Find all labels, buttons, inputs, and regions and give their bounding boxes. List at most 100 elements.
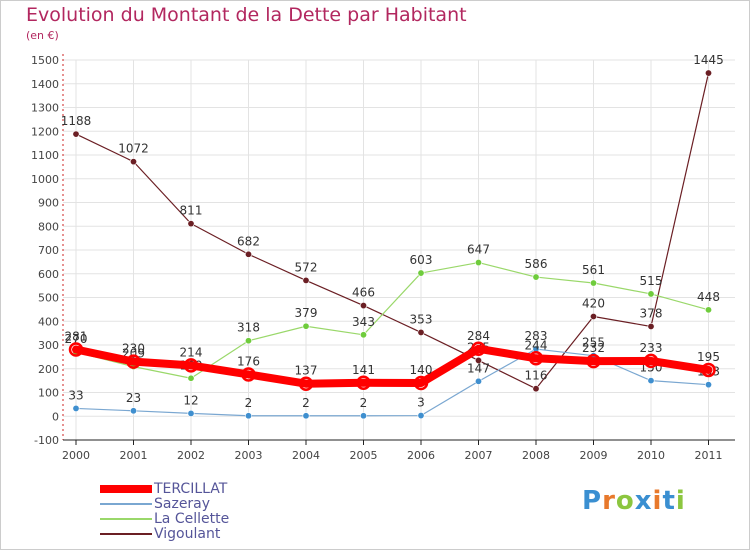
logo-letter: r	[602, 486, 616, 516]
data-label-la-cellette: 515	[640, 274, 663, 288]
data-label-vigoulant: 1188	[61, 114, 92, 128]
data-label-sazeray: 147	[467, 361, 490, 375]
data-point-tercillat	[183, 358, 199, 373]
data-point-la-cellette	[359, 331, 367, 339]
data-point-la-cellette	[474, 259, 482, 267]
y-tick-label: 1400	[31, 78, 59, 91]
data-point-vigoulant	[130, 158, 138, 166]
data-label-vigoulant: 811	[180, 204, 203, 218]
data-point-sazeray	[187, 409, 195, 417]
proxiti-logo: Proxiti	[582, 486, 686, 516]
x-tick-label: 2002	[177, 449, 205, 462]
x-tick-label: 2003	[235, 449, 263, 462]
data-point-vigoulant	[532, 385, 540, 393]
data-label-la-cellette: 448	[697, 290, 720, 304]
data-point-vigoulant	[359, 302, 367, 310]
data-label-tercillat: 214	[180, 345, 203, 359]
y-tick-label: -100	[34, 434, 59, 447]
x-tick-label: 2008	[522, 449, 550, 462]
y-tick-label: 100	[38, 387, 59, 400]
data-label-sazeray: 3	[417, 396, 425, 410]
data-point-vigoulant	[704, 69, 712, 77]
data-point-sazeray	[130, 407, 138, 415]
x-tick-label: 2001	[120, 449, 148, 462]
data-point-tercillat	[126, 354, 141, 369]
y-tick-label: 600	[38, 268, 59, 281]
data-point-la-cellette	[417, 269, 425, 277]
data-point-tercillat	[241, 367, 256, 382]
data-label-tercillat: 230	[122, 342, 145, 356]
data-point-sazeray	[72, 404, 80, 412]
data-label-vigoulant: 1072	[118, 142, 149, 156]
data-label-la-cellette: 379	[295, 306, 318, 320]
data-point-sazeray	[647, 377, 655, 385]
data-point-vigoulant	[72, 130, 80, 138]
chart-title: Evolution du Montant de la Dette par Hab…	[26, 4, 467, 26]
y-tick-label: 1100	[31, 149, 59, 162]
data-point-la-cellette	[704, 306, 712, 314]
x-tick-label: 2010	[637, 449, 665, 462]
logo-letter: t	[662, 486, 676, 516]
logo-letter: i	[652, 486, 663, 516]
y-tick-label: 400	[38, 315, 59, 328]
series-line-la-cellette	[75, 261, 710, 379]
y-tick-label: 300	[38, 339, 59, 352]
data-point-tercillat	[586, 353, 601, 369]
y-tick-label: 0	[52, 410, 59, 423]
series-line-vigoulant	[75, 72, 710, 390]
legend-swatch-tercillat	[100, 485, 152, 493]
x-tick-label: 2011	[695, 449, 723, 462]
data-label-vigoulant: 1445	[693, 53, 724, 67]
y-tick-label: 1000	[31, 173, 59, 186]
data-point-vigoulant	[589, 312, 597, 320]
data-point-sazeray	[417, 412, 425, 420]
logo-letter: o	[615, 486, 635, 516]
legend-swatch-sazeray	[100, 503, 152, 505]
data-point-vigoulant	[474, 356, 482, 364]
y-tick-label: 900	[38, 197, 59, 210]
data-point-sazeray	[302, 412, 310, 420]
data-label-la-cellette: 603	[410, 253, 433, 267]
legend-label-vigoulant: Vigoulant	[154, 526, 221, 542]
data-label-sazeray: 2	[360, 396, 368, 410]
data-label-sazeray: 33	[68, 388, 83, 402]
x-tick-label: 2009	[580, 449, 608, 462]
data-label-vigoulant: 572	[295, 260, 318, 274]
data-label-vigoulant: 378	[640, 306, 663, 320]
data-label-la-cellette: 270	[65, 332, 88, 346]
data-point-tercillat	[701, 362, 716, 378]
data-point-sazeray	[359, 412, 367, 420]
data-point-tercillat	[643, 353, 659, 369]
data-label-vigoulant: 420	[582, 297, 605, 311]
logo-letter: x	[634, 486, 653, 516]
data-label-la-cellette: 318	[237, 321, 260, 335]
data-label-sazeray: 255	[582, 336, 605, 350]
data-label-vigoulant: 353	[410, 312, 433, 326]
y-tick-label: 1500	[31, 54, 59, 67]
data-label-tercillat: 195	[697, 350, 720, 364]
data-point-la-cellette	[589, 279, 597, 287]
series-line-tercillat	[72, 344, 713, 388]
legend-swatch-la-cellette	[100, 518, 152, 520]
y-tick-label: 1200	[31, 125, 59, 138]
data-point-la-cellette	[302, 322, 310, 330]
data-label-tercillat: 233	[640, 341, 663, 355]
legend-label-la-cellette: La Cellette	[154, 511, 230, 527]
data-label-sazeray: 2	[245, 396, 253, 410]
data-label-tercillat: 140	[410, 363, 433, 377]
data-point-tercillat	[413, 375, 429, 391]
data-label-la-cellette: 343	[352, 315, 375, 329]
data-label-tercillat: 137	[295, 364, 318, 378]
data-label-la-cellette: 586	[525, 257, 548, 271]
data-label-vigoulant: 682	[237, 234, 260, 248]
x-tick-label: 2007	[465, 449, 493, 462]
x-tick-label: 2000	[62, 449, 90, 462]
data-point-tercillat	[528, 351, 544, 366]
data-label-tercillat: 244	[525, 338, 548, 352]
data-label-sazeray: 23	[126, 391, 141, 405]
data-point-vigoulant	[647, 322, 655, 330]
data-label-sazeray: 2	[302, 396, 310, 410]
data-point-tercillat	[68, 342, 84, 357]
legend-label-tercillat: TERCILLAT	[154, 481, 228, 497]
